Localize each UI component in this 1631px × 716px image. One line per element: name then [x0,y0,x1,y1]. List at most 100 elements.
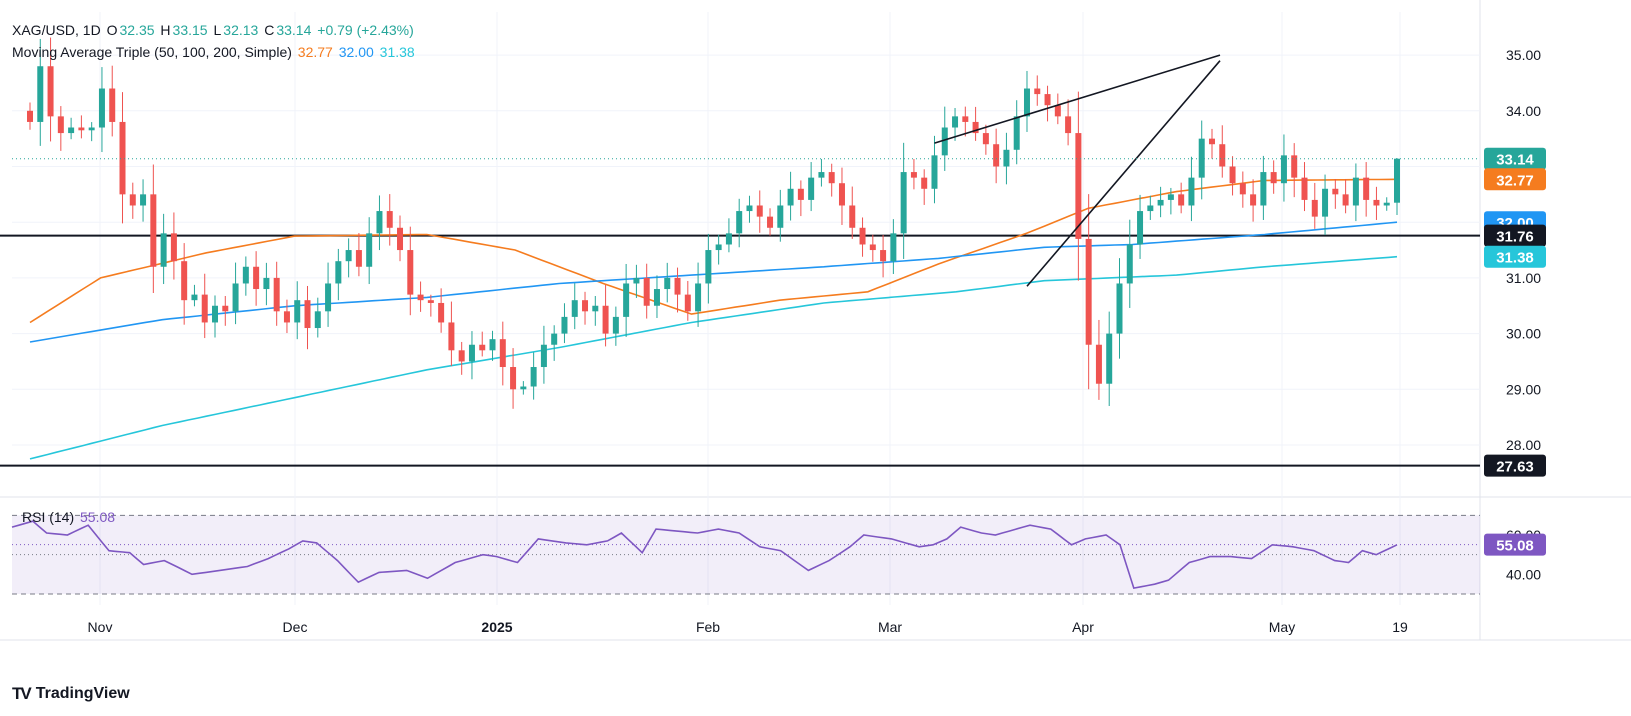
candle-body [582,300,589,312]
price-pane [12,12,1480,495]
x-tick-label: 2025 [481,619,512,635]
candle-body [551,333,558,345]
candle-body [325,283,332,312]
candle-body [941,127,948,156]
candle-body [972,121,979,134]
candle-body [880,250,887,262]
y-tick-label: 34.00 [1506,103,1541,119]
price-label-text: 31.76 [1496,229,1534,246]
candle-body [910,172,917,178]
rsi-value-text: 55.08 [1496,538,1534,555]
candle-body [592,305,599,312]
candle-body [201,294,208,323]
candle-body [849,205,856,228]
change-value: +0.79 (+2.43%) [317,22,414,38]
ma-line-50 [29,178,1398,324]
candle-body [859,227,866,245]
candle-body [232,283,239,312]
tradingview-brand[interactable]: TV TradingView [12,684,130,704]
candle-body [1332,188,1339,195]
candle-body [715,244,722,251]
candle-body [695,283,702,312]
candle-body [1229,166,1236,184]
candle-body [612,316,619,334]
rsi-label: RSI (14) [22,509,75,525]
candle-body [1095,344,1102,384]
candle-body [68,127,75,134]
candle-body [818,172,825,178]
tradingview-logo-icon: TV [12,684,32,703]
candle-body [828,172,835,184]
candle-body [355,250,362,267]
candle-body [1270,172,1277,184]
trendline [1026,60,1221,287]
ma50-value: 32.77 [297,44,333,60]
candle-body [931,155,938,189]
candle-body [294,300,301,323]
candle-body [962,116,969,122]
rsi-tick-label: 40.00 [1506,566,1541,582]
candle-body [1085,238,1092,345]
candle-body [335,261,342,284]
y-tick-label: 31.00 [1506,270,1541,286]
candle-body [1342,194,1349,206]
candle-body [468,344,475,362]
candle-body [1167,194,1174,200]
candle-body [1250,194,1257,206]
candle-body [1260,172,1267,206]
candle-body [191,294,198,301]
candle-body [869,244,876,251]
ohlc-open-value: 32.35 [119,22,155,38]
candle-body [366,233,373,267]
ohlc-close-key: C [264,22,275,38]
candle-body [1044,94,1051,106]
candle-body [1178,194,1185,206]
candle-body [273,277,280,312]
candle-body [129,194,136,206]
ma-line-100 [29,221,1398,343]
candle-body [1188,177,1195,206]
ohlc-close-value: 33.14 [276,22,312,38]
candle-body [787,188,794,206]
price-label-box [1484,245,1546,268]
candle-body [777,205,784,228]
candle-body [150,194,157,267]
candle-body [1280,155,1287,184]
candle-body [47,66,54,117]
candle-body [705,250,712,284]
candle-body [438,302,445,323]
candle-body [140,194,147,206]
candle-body [1383,202,1390,206]
candle-body [1126,244,1133,284]
candle-body [767,216,774,228]
y-tick-label: 35.00 [1506,47,1541,63]
price-label-text: 33.14 [1496,152,1534,169]
x-tick-label: Feb [696,619,720,635]
candle-body [1311,199,1318,217]
ohlc-high-value: 33.15 [172,22,208,38]
candle-body [386,211,393,228]
y-tick-label: 29.00 [1506,381,1541,397]
candle-body [499,339,506,368]
candle-body [993,144,1000,167]
y-tick-label: 30.00 [1506,326,1541,342]
ma-line-200 [29,255,1398,460]
candle-body [684,294,691,312]
candle-body [1137,211,1144,245]
candle-body [253,266,260,290]
ohlc-high-key: H [160,22,171,38]
symbol-header: XAG/USD, 1D O 32.35 H 33.15 L 32.13 C 33.14 … [12,22,416,38]
candle-body [345,250,352,262]
candle-body [1157,199,1164,206]
candle-body [561,316,568,334]
candle-body [633,277,640,284]
candle-body [27,110,33,122]
candle-body [602,305,609,334]
candle-body [479,344,486,351]
price-label-box [1484,168,1546,191]
candle-body [314,311,321,329]
candle-body [1116,283,1123,334]
candle-body [674,277,681,295]
candle-body [448,322,455,351]
